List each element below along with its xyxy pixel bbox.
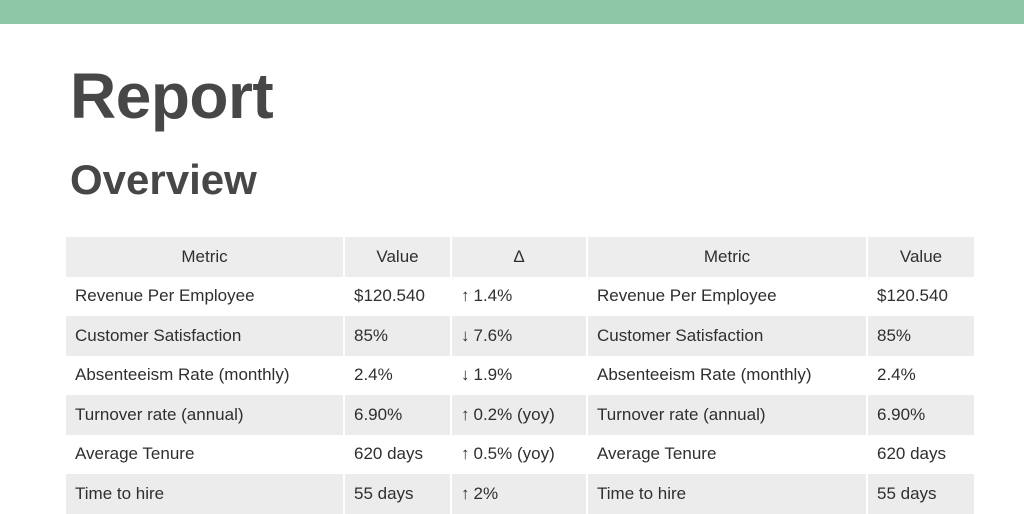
delta-cell: ↓ 7.6% [451,316,588,356]
value-cell: 2.4% [344,355,452,395]
delta-arrow-icon: ↑ [461,286,470,306]
table-row: Absenteeism Rate (monthly) 2.4% ↓ 1.9% Ab… [66,355,974,395]
value-cell: 620 days [867,434,974,474]
value-cell: 85% [867,316,974,356]
delta-cell: ↑ 2% [451,474,588,514]
value-cell: 55 days [867,474,974,514]
section-title: Overview [70,156,257,203]
column-header-delta: Δ [451,237,588,277]
delta-arrow-icon: ↓ [461,365,470,385]
value-cell: 55 days [344,474,452,514]
value-cell: 2.4% [867,355,974,395]
metric-cell: Absenteeism Rate (monthly) [587,355,868,395]
metric-cell: Average Tenure [587,434,868,474]
value-cell: $120.540 [344,276,452,316]
table-row: Average Tenure 620 days ↑ 0.5% (yoy) Aver… [66,434,974,474]
value-cell: 6.90% [867,395,974,435]
table-row: Turnover rate (annual) 6.90% ↑ 0.2% (yoy)… [66,395,974,435]
value-cell: 85% [344,316,452,356]
column-header-value-2: Value [867,237,974,277]
delta-arrow-icon: ↑ [461,404,470,424]
header-accent-bar [0,0,1024,24]
column-header-value: Value [344,237,452,277]
metrics-table: Metric Value Δ Metric Value Revenue Per … [66,237,974,514]
delta-value: 2% [473,483,499,503]
metric-cell: Customer Satisfaction [587,316,868,356]
delta-cell: ↑ 1.4% [451,276,588,316]
delta-value: 0.5% (yoy) [473,444,555,464]
metric-cell: Customer Satisfaction [66,316,345,356]
delta-value: 1.4% [473,286,513,306]
value-cell: 620 days [344,434,452,474]
delta-arrow-icon: ↑ [461,483,470,503]
metric-cell: Turnover rate (annual) [66,395,345,435]
metric-cell: Turnover rate (annual) [587,395,868,435]
column-header-metric-2: Metric [587,237,868,277]
column-header-metric: Metric [66,237,345,277]
table-header-row: Metric Value Δ Metric Value [66,237,974,277]
delta-value: 0.2% (yoy) [473,404,555,424]
delta-value: 7.6% [473,325,513,345]
delta-value: 1.9% [473,365,513,385]
value-cell: $120.540 [867,276,974,316]
value-cell: 6.90% [344,395,452,435]
table-row: Time to hire 55 days ↑ 2% Time to hire 55… [66,474,974,514]
metric-cell: Revenue Per Employee [66,276,345,316]
delta-arrow-icon: ↑ [461,444,470,464]
metric-cell: Average Tenure [66,434,345,474]
metric-cell: Absenteeism Rate (monthly) [66,355,345,395]
delta-cell: ↑ 0.5% (yoy) [451,434,588,474]
metric-cell: Time to hire [66,474,345,514]
metric-cell: Revenue Per Employee [587,276,868,316]
delta-cell: ↑ 0.2% (yoy) [451,395,588,435]
metric-cell: Time to hire [587,474,868,514]
table-row: Customer Satisfaction 85% ↓ 7.6% Customer… [66,316,974,356]
delta-cell: ↓ 1.9% [451,355,588,395]
page-title: Report [70,60,274,132]
table-row: Revenue Per Employee $120.540 ↑ 1.4% Reve… [66,276,974,316]
delta-arrow-icon: ↓ [461,325,470,345]
